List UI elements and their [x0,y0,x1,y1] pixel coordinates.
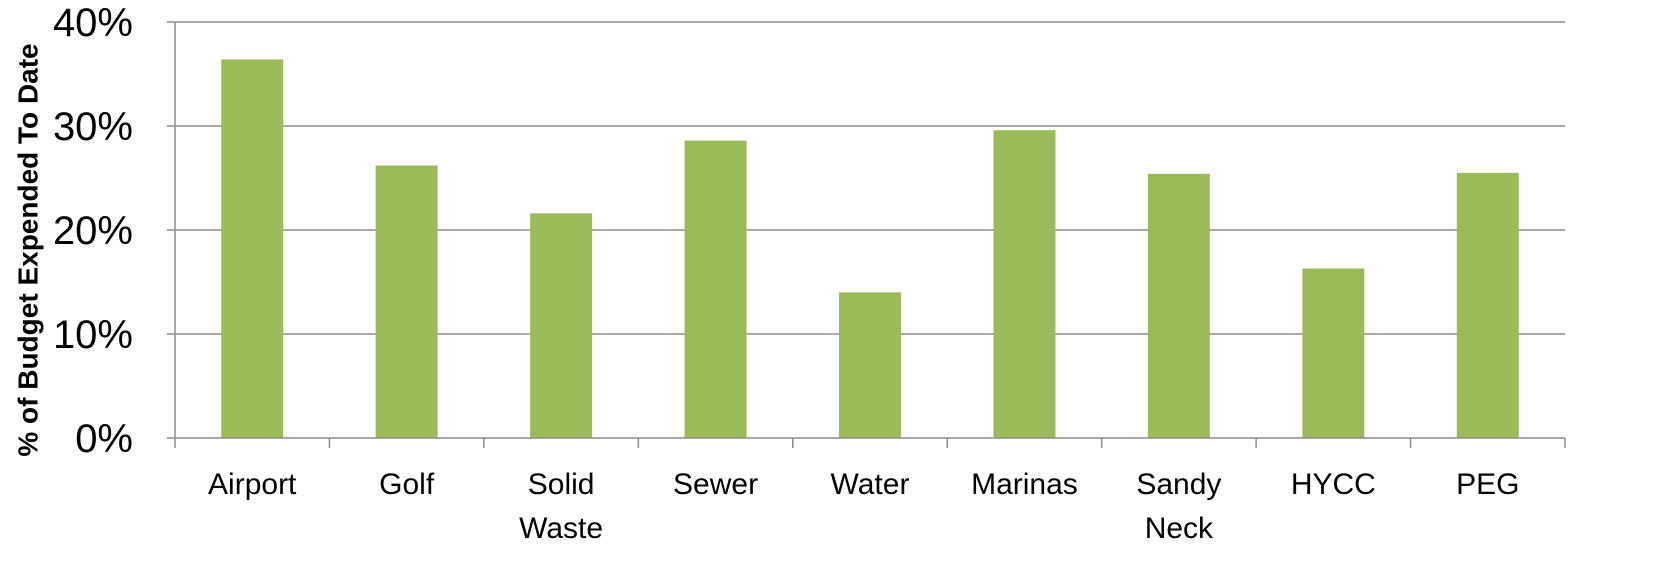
x-category-label: Airport [208,468,297,501]
x-category-labels: Airport Golf Solid Waste Sewer Water Marinas Sa… [208,468,1519,545]
x-category-label: Solid Waste [519,468,603,545]
bar-airport [221,59,284,438]
x-category-label: PEG [1456,468,1519,501]
y-tick-label: 0% [75,417,133,461]
x-category-label: Golf [379,468,435,501]
bar-peg [1456,172,1519,439]
bar-water [839,292,901,438]
bar-golf [375,165,438,438]
y-tick-label: 10% [53,313,133,357]
y-tick-label: 40% [53,1,133,45]
axes [167,21,1566,448]
x-category-label: HYCC [1291,468,1376,501]
bars [221,59,1519,439]
bar-hycc [1302,268,1365,438]
y-tick-label: 30% [53,105,133,149]
bar-sewer [684,140,747,438]
y-tick-labels: 0% 10% 20% 30% 40% [53,1,133,461]
x-category-label: Sewer [673,468,758,501]
x-category-label: Sandy Neck [1136,468,1221,545]
bar-solid-waste [530,213,593,438]
bar-marinas [993,130,1056,438]
x-category-label: Marinas [971,468,1078,501]
x-category-label: Water [831,468,910,501]
y-axis-title: % of Budget Expended To Date [12,43,43,456]
y-tick-label: 20% [53,209,133,253]
bar-sandy-neck [1147,173,1210,438]
